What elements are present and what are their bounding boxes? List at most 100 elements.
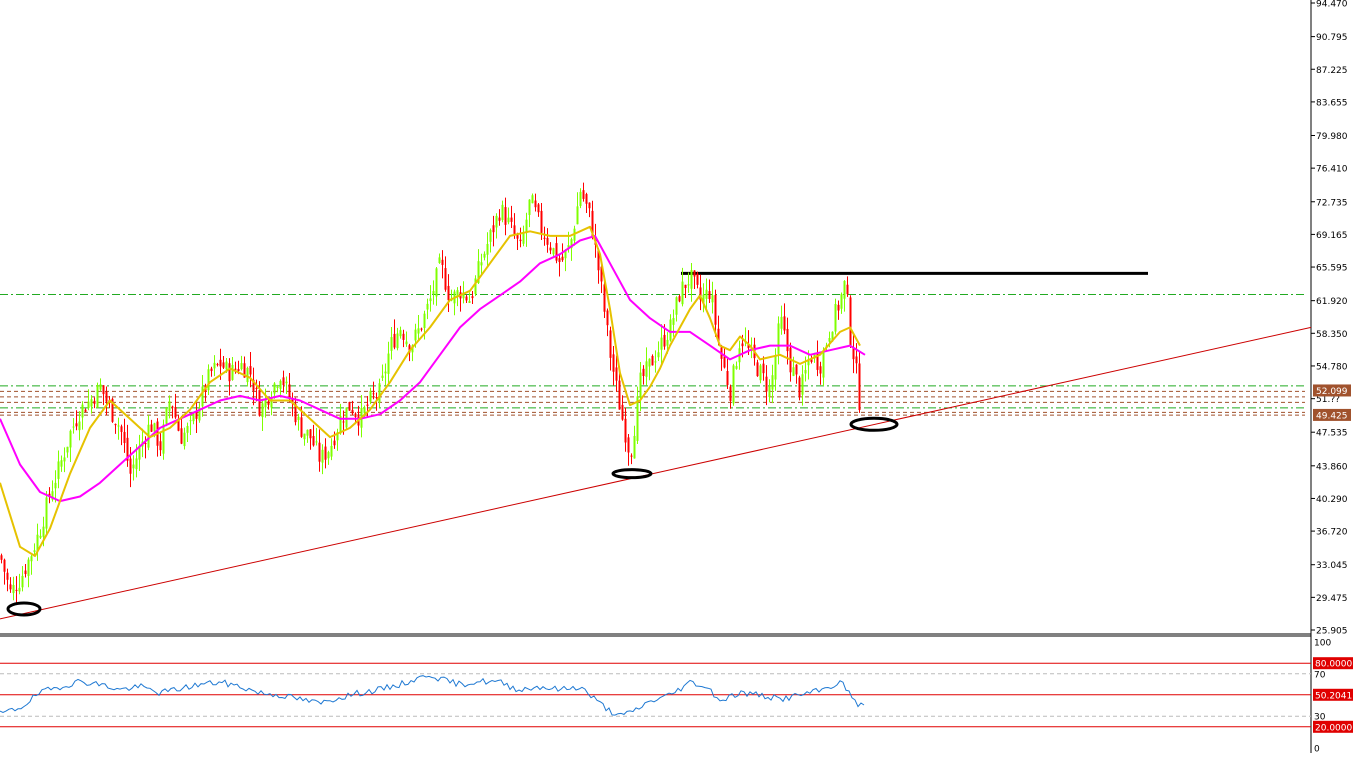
candle-body [252,379,255,391]
candle-body [525,219,528,234]
candles-layer [0,182,861,606]
candle-body [843,280,846,299]
candle-body [390,337,393,351]
candle-body [588,202,591,209]
candle-body [0,555,3,560]
candle-body [117,425,120,427]
candle-body [651,355,654,366]
candle-body [504,207,507,225]
candle-body [612,354,615,372]
candle-body [144,443,147,445]
candle-body [669,319,672,341]
candle-body [807,361,810,366]
candle-body [858,363,861,411]
candle-body [630,455,633,457]
candle-body [276,386,279,388]
candle-body [768,386,771,397]
candle-body [294,403,297,423]
candle-body [591,210,594,238]
candle-body [312,436,315,446]
candle-body [585,194,588,204]
candle-body [60,460,63,467]
candle-body [372,393,375,395]
candle-body [9,584,12,590]
candle-body [336,432,339,441]
candle-body [675,297,678,315]
candle-body [87,401,90,409]
candle-body [387,353,390,374]
candle-body [216,364,219,366]
candle-body [549,247,552,251]
candle-body [243,363,246,378]
candle-body [432,291,435,295]
candle-body [318,442,321,462]
candle-body [681,281,684,305]
price-tick-label: 33.045 [1316,561,1348,571]
candle-body [381,375,384,378]
candle-body [285,381,288,384]
candle-body [522,232,525,244]
candle-body [51,491,54,500]
candle-body [447,285,450,301]
candle-body [354,413,357,417]
candle-body [36,534,39,552]
candle-body [300,417,303,437]
candle-body [66,446,69,453]
candle-body [846,284,849,295]
candle-body [756,362,759,377]
candle-body [123,431,126,443]
candle-body [84,409,87,412]
candle-body [519,239,522,242]
candle-body [777,323,780,354]
candle-body [570,239,573,249]
candle-body [351,409,354,414]
levels-layer [0,271,1312,620]
candle-body [666,339,669,346]
candle-body [426,303,429,310]
candle-body [297,416,300,421]
candle-body [399,330,402,337]
annotation-layer [6,416,899,617]
candle-body [57,461,60,479]
candle-body [69,430,72,448]
candle-body [441,259,444,265]
candle-body [183,432,186,447]
candle-body [180,428,183,444]
candle-body [693,270,696,277]
candle-body [510,217,513,222]
candle-body [465,296,468,301]
candle-body [489,229,492,242]
candle-body [567,245,570,248]
marker-ellipse [849,416,899,432]
candle-body [18,587,21,592]
price-tick-label: 29.475 [1316,594,1348,604]
oscillator-layer [0,662,1311,728]
candle-body [528,199,531,215]
candle-body [816,353,819,370]
candle-body [219,359,222,367]
price-tick-label: 58.350 [1316,330,1348,340]
candle-body [195,411,198,419]
candle-body [786,328,789,352]
candle-body [3,559,6,572]
candle-body [288,384,291,399]
candle-body [678,296,681,302]
candle-body [723,356,726,368]
candle-body [555,243,558,261]
candle-body [81,404,84,418]
candle-body [339,416,342,434]
price-tick-label: 25.905 [1316,627,1348,637]
candle-body [546,238,549,245]
candle-body [264,398,267,408]
candle-body [705,289,708,299]
candle-body [462,292,465,299]
candle-body [342,421,345,423]
candle-body [417,328,420,334]
candle-body [201,386,204,407]
candle-body [819,366,822,374]
candle-body [414,329,417,341]
candle-body [495,215,498,228]
candle-body [102,385,105,395]
price-tick-label: 69.165 [1316,231,1348,241]
